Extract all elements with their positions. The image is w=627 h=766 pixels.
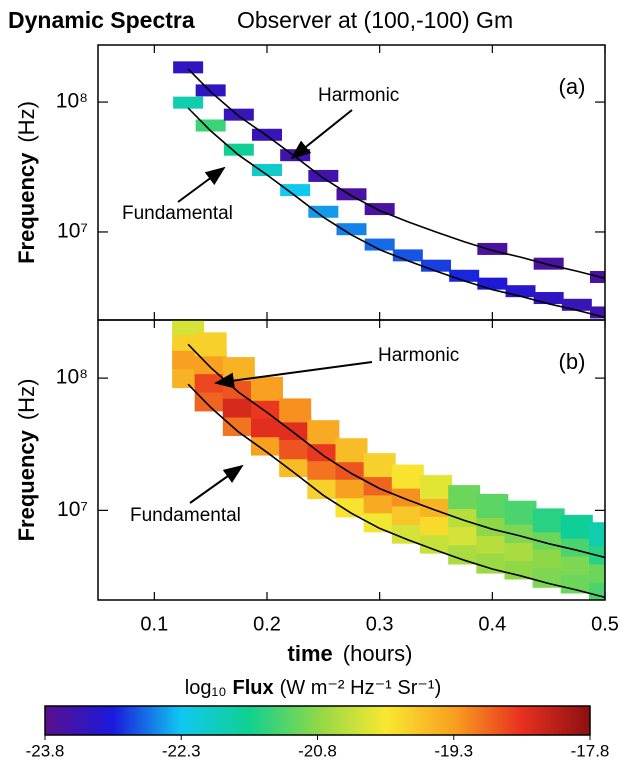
heatmap-cell [194,332,227,357]
y-label-unit: (Hz) [14,379,39,421]
heatmap-cell [421,259,451,272]
heatmap-cell [223,143,254,156]
heatmap-cell [560,514,593,539]
heatmap-cell [195,84,226,97]
x-axis-label: time (hours) [288,641,413,666]
heatmap-cell [308,169,339,182]
heatmap-cell [307,420,340,445]
arrow [189,464,244,504]
heatmap-cell [335,438,368,463]
y-label-unit: (Hz) [14,101,39,143]
heatmap-cells [172,320,605,600]
fundamental-curve [187,107,605,319]
annotation: Fundamental [122,203,233,224]
colorbar-tick-label: -19.3 [434,741,473,760]
plot-frame [97,319,606,601]
panel-b: 0.1 0.2 0.3 0.4 0.5 10⁷ 10⁸ (b) Frequency (Hz) [14,319,619,635]
heatmap-cell [279,398,312,423]
heatmap-cell [172,320,205,336]
heatmap-cell [173,96,204,109]
arrow [214,361,373,389]
colorbar-label-log: log₁₀ [185,677,227,699]
heatmap-cells [173,61,605,319]
heatmap-cell [280,184,311,197]
heatmap-cell [533,292,564,305]
colorbar-tick-label: -20.8 [298,741,337,760]
heatmap-cell [252,163,282,176]
heatmap-cell [392,249,423,262]
fundamental-curve [187,383,605,599]
arrow [177,166,226,203]
heatmap-cell [251,376,283,401]
colorbar [44,705,591,736]
y-tick-label: 10⁸ [56,366,88,389]
heatmap-cell [476,493,509,518]
y-label-main: Frequency [14,429,39,541]
title: Dynamic Spectra [8,7,195,33]
heatmap-cell [223,108,254,121]
heatmap-cell [589,522,605,547]
heatmap-cell [448,485,481,510]
panel-a: 10⁷ 10⁸ (a) Frequency (Hz) [14,44,606,321]
heatmap-cell [252,128,282,141]
heatmap-cell [589,540,605,565]
arrow [290,109,353,160]
x-tick-label: 0.5 [591,613,619,635]
heatmap-cell [363,453,396,478]
heatmap-cell [449,269,480,282]
heatmap-cell [391,464,424,489]
colorbar-label-unit: (W m⁻² Hz⁻¹ Sr⁻¹) [280,677,442,699]
heatmap-cell [308,205,339,218]
harmonic-curve [187,68,605,280]
y-axis-label: Frequency (Hz) [14,101,39,264]
x-tick-label: 0.1 [140,613,168,635]
x-tick-label: 0.2 [253,613,281,635]
x-label-main: time [288,641,333,666]
colorbar-label-main: Flux [233,677,274,699]
y-tick-label: 10⁷ [57,498,88,521]
heatmap-cell [364,238,395,251]
x-label-unit: (hours) [343,641,413,666]
heatmap-cell [561,298,592,311]
annotation: Harmonic [318,85,399,106]
heatmap-cell [173,61,204,74]
heatmap-cell [532,508,565,533]
y-tick-label: 10⁸ [56,90,88,113]
annotations-b: Harmonic Fundamental [130,345,459,526]
heatmap-cell [589,558,605,583]
heatmap-cell [420,475,452,500]
colorbar-label: log₁₀ Flux (W m⁻² Hz⁻¹ Sr⁻¹) [185,677,442,699]
colorbar-tick-label: -22.3 [162,741,201,760]
y-label-main: Frequency [14,152,39,264]
panel-label: (b) [559,349,586,374]
heatmap-cell [477,277,508,290]
y-axis-label: Frequency (Hz) [14,379,39,542]
harmonic-curve [187,343,605,559]
colorbar-ticks: -23.8 -22.3 -20.8 -19.3 -17.8 [26,735,610,760]
heatmap-cell [336,223,367,236]
annotation: Fundamental [130,505,241,526]
heatmap-cell [590,306,605,319]
colorbar-tick-label: -23.8 [26,741,65,760]
y-tick-label: 10⁷ [57,220,88,243]
subtitle: Observer at (100,-100) Gm [237,7,513,33]
annotation: Harmonic [378,345,459,366]
heatmap-cell [504,500,537,525]
colorbar-tick-label: -17.8 [571,741,610,760]
annotations-a: Harmonic Fundamental [122,85,399,224]
x-tick-label: 0.4 [478,613,506,635]
x-tick-label: 0.3 [366,613,394,635]
panel-label: (a) [559,74,586,99]
